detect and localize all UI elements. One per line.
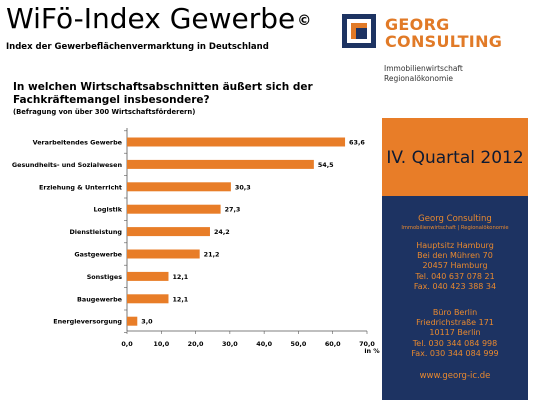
category-label: Dienstleistung: [70, 228, 123, 236]
website-link[interactable]: www.georg-ic.de: [419, 371, 491, 381]
branch-line: 10117 Berlin: [429, 328, 481, 338]
logo-brand-line-1: GEORG: [385, 15, 450, 34]
x-tick-label: 40,0: [256, 340, 272, 348]
quarter-label: IV. Quartal 2012: [386, 148, 524, 168]
branch-line: Friedrichstraße 171: [416, 318, 494, 328]
branch-line: Büro Berlin: [432, 308, 478, 317]
logo-tag-line-1: Immobilienwirtschaft: [384, 64, 463, 73]
contact-headquarters: Hauptsitz Hamburg Bei den Mühren 70 2045…: [382, 241, 528, 292]
category-label: Energieversorgung: [53, 318, 122, 326]
question-line-2: Fachkräftemangel insbesondere?: [13, 94, 210, 106]
bar: [127, 204, 221, 214]
contact-branch: Büro Berlin Friedrichstraße 171 10117 Be…: [382, 308, 528, 359]
x-tick-label: 70,0: [359, 340, 375, 348]
title-text: WiFö-Index Gewerbe: [6, 2, 296, 35]
category-label: Logistik: [93, 206, 122, 214]
hq-line: Fax. 040 423 388 34: [413, 281, 497, 291]
branch-line: Tel. 030 344 084 998: [412, 338, 498, 348]
bar: [127, 137, 346, 147]
data-label: 12,1: [172, 273, 188, 281]
question-line-1: In welchen Wirtschaftsabschnitten äußert…: [13, 81, 313, 93]
logo-brand: GEORG CONSULTING: [385, 16, 502, 50]
bar: [127, 227, 210, 237]
bar: [127, 249, 200, 259]
contact-box: Georg Consulting Immobilienwirtschaft | …: [382, 196, 528, 400]
survey-note: (Befragung von über 300 Wirtschaftsförde…: [13, 108, 196, 116]
hq-line: Tel. 040 637 078 21: [415, 271, 495, 281]
bar: [127, 182, 231, 192]
data-label: 3,0: [141, 318, 153, 326]
bar: [127, 316, 138, 326]
category-label: Baugewerbe: [77, 295, 123, 303]
x-tick-label: 30,0: [222, 340, 238, 348]
x-tick-label: 20,0: [188, 340, 204, 348]
category-label: Erziehung & Unterricht: [39, 183, 122, 191]
page-subtitle: Index der Gewerbeflächenvermarktung in D…: [6, 42, 269, 52]
data-label: 24,2: [214, 228, 230, 236]
hq-line: Bei den Mühren 70: [417, 251, 493, 261]
bar: [127, 271, 169, 281]
x-axis-label: in %: [364, 347, 380, 355]
data-label: 12,1: [172, 295, 188, 303]
data-label: 30,3: [235, 183, 251, 191]
bar: [127, 159, 314, 169]
page-title: WiFö-Index Gewerbe ©: [6, 4, 311, 34]
x-tick-label: 0,0: [121, 340, 133, 348]
logo-tagline: Immobilienwirtschaft Regionalökonomie: [384, 64, 463, 84]
data-label: 27,3: [225, 206, 241, 214]
logo-brand-line-2: CONSULTING: [385, 32, 503, 51]
x-tick-label: 60,0: [325, 340, 341, 348]
data-label: 63,6: [349, 139, 365, 147]
data-label: 21,2: [204, 251, 220, 259]
x-tick-label: 10,0: [153, 340, 169, 348]
category-label: Gesundheits- und Sozialwesen: [12, 161, 123, 169]
branch-line: Fax. 030 344 084 999: [411, 348, 499, 358]
category-label: Sonstiges: [87, 273, 123, 281]
logo-tag-line-2: Regionalökonomie: [384, 74, 453, 83]
x-tick-label: 50,0: [291, 340, 307, 348]
georg-consulting-logo: GEORG CONSULTING Immobilienwirtschaft Re…: [342, 14, 527, 94]
contact-name: Georg Consulting: [418, 214, 492, 224]
logo-mark-icon: [342, 14, 376, 48]
category-label: Gastgewerbe: [74, 251, 122, 259]
hq-line: 20457 Hamburg: [422, 261, 488, 271]
contact-subline: Immobilienwirtschaft | Regionalökonomie: [401, 225, 509, 231]
data-label: 54,5: [318, 161, 334, 169]
hq-line: Hauptsitz Hamburg: [416, 241, 494, 250]
bar: [127, 294, 169, 304]
category-label: Verarbeitendes Gewerbe: [33, 139, 123, 147]
quarter-box: IV. Quartal 2012: [382, 118, 528, 196]
chart-question: In welchen Wirtschaftsabschnitten äußert…: [13, 81, 343, 107]
copyright-mark: ©: [297, 13, 312, 29]
